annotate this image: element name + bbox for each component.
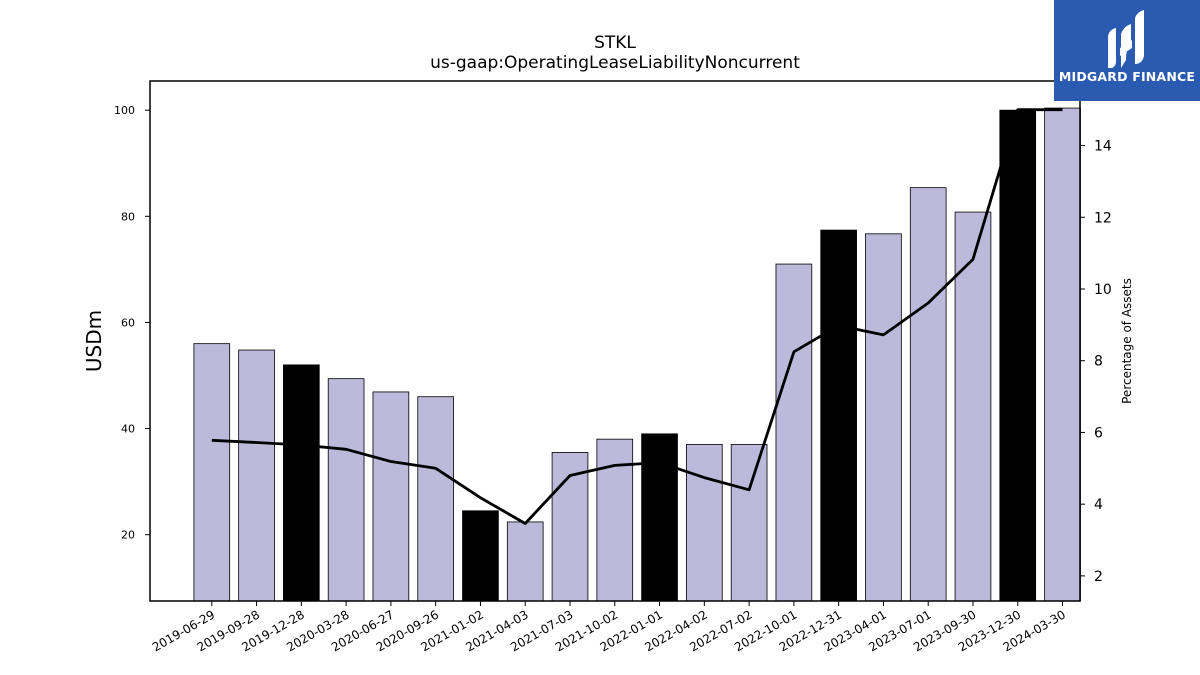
left-tick-label-40: 40	[121, 423, 135, 436]
bar-2022-07-02	[730, 444, 768, 602]
bar-2019-06-29	[193, 343, 231, 602]
left-axis: 20 40 60 80 100	[114, 104, 150, 542]
percentage-line	[211, 108, 1063, 525]
bar-2022-10-01	[775, 263, 813, 602]
chart-subtitle: us-gaap:OperatingLeaseLiabilityNoncurren…	[430, 53, 800, 73]
bar-2020-06-27	[372, 391, 410, 602]
y-axis-label: USDm	[82, 310, 106, 372]
left-tick-label-20: 20	[121, 529, 135, 542]
right-tick-label-14: 14	[1094, 139, 1112, 155]
line-series	[211, 108, 1063, 525]
bar-2023-12-30	[999, 109, 1037, 602]
left-tick-label-60: 60	[121, 316, 135, 329]
chart-title: STKL	[594, 33, 636, 53]
left-tick-label-100: 100	[114, 104, 135, 117]
brand-name: MIDGARD FINANCE	[1058, 69, 1196, 84]
bar-2019-09-28	[238, 349, 275, 602]
bar-2023-07-01	[909, 187, 947, 602]
brand-logo: MIDGARD FINANCE	[1054, 0, 1200, 101]
bar-2021-04-03	[506, 521, 544, 602]
right-axis: 2 4 6 8 10 12 14	[1080, 139, 1112, 585]
bar-2023-09-30	[954, 211, 992, 602]
right-tick-label-2: 2	[1094, 569, 1103, 585]
bar-series	[193, 107, 1081, 602]
bar-2021-01-02	[462, 510, 499, 602]
right-tick-label-6: 6	[1094, 425, 1103, 441]
right-tick-label-10: 10	[1094, 282, 1112, 298]
bar-2024-03-30	[1044, 107, 1081, 602]
x-axis: 2019-06-292019-09-282019-12-282020-03-28…	[150, 601, 1068, 654]
bar-2022-12-31	[820, 229, 857, 602]
bar-2023-04-01	[865, 233, 902, 602]
y2-axis-label: Percentage of Assets	[1120, 278, 1134, 404]
right-tick-label-4: 4	[1094, 497, 1103, 513]
bar-2022-01-01	[641, 433, 678, 602]
right-tick-label-8: 8	[1094, 354, 1103, 370]
bar-2019-12-28	[283, 364, 320, 602]
bar-2020-03-28	[327, 378, 365, 602]
right-tick-label-12: 12	[1094, 210, 1112, 226]
left-tick-label-80: 80	[121, 210, 135, 223]
midgard-logo-icon	[1108, 10, 1144, 68]
bar-2020-09-26	[417, 396, 454, 602]
bar-2022-04-02	[686, 444, 723, 602]
